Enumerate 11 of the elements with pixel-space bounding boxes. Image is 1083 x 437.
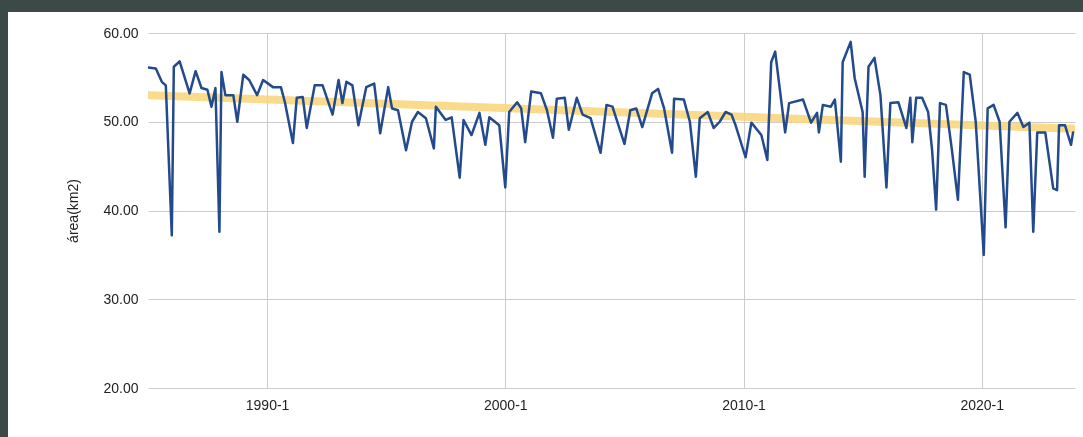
y-tick-label: 30.00 xyxy=(103,290,139,307)
y-tick-label: 40.00 xyxy=(103,202,139,218)
x-tick-label: 2000-1 xyxy=(483,396,528,413)
y-tick-label: 50.00 xyxy=(103,113,139,130)
x-tick-label: 2020-1 xyxy=(960,396,1005,413)
line-series xyxy=(148,40,1075,257)
x-tick-label: 2010-1 xyxy=(722,396,767,413)
y-tick-label: 20.00 xyxy=(103,379,139,396)
y-axis-title: área(km2) xyxy=(65,179,82,243)
x-tick-label: 1990-1 xyxy=(245,396,290,413)
y-tick-label: 60.00 xyxy=(103,24,139,41)
